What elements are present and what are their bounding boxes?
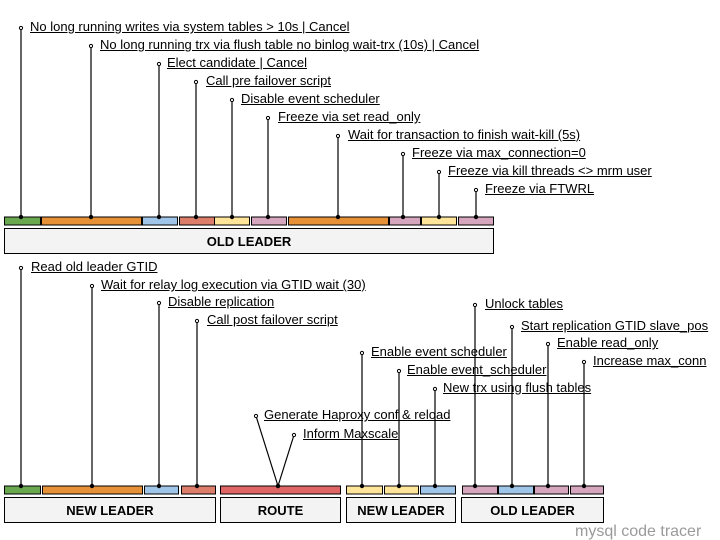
watermark-logo: mysql code tracer	[575, 523, 702, 540]
connector-start-dot	[473, 187, 479, 193]
step-label: No long running trx via flush table no b…	[100, 37, 480, 52]
connector-start-dot	[156, 300, 162, 306]
connector-start-dot	[156, 61, 162, 67]
timeline-segment	[462, 485, 498, 495]
connector-start-dot	[229, 97, 235, 103]
step-label: Wait for relay log execution via GTID wa…	[101, 277, 366, 292]
connector-end-dot	[18, 214, 24, 220]
step-label: Wait for transaction to finish wait-kill…	[348, 127, 581, 142]
connector-end-dot	[436, 214, 442, 220]
connector-end-dot	[509, 483, 515, 489]
connector-end-dot	[265, 214, 271, 220]
connector-start-dot	[432, 386, 438, 392]
connector-start-dot	[400, 151, 406, 157]
connector-end-dot	[432, 483, 438, 489]
connector-start-dot	[545, 341, 551, 347]
timeline-segment	[389, 216, 421, 226]
step-label: Inform Maxscale	[303, 426, 399, 441]
new-leader-box: NEW LEADER	[4, 497, 216, 523]
step-label: Call pre failover script	[206, 73, 331, 88]
connector-end-dot	[396, 483, 402, 489]
connector-start-dot	[436, 169, 442, 175]
step-label: Enable event scheduler	[371, 344, 507, 359]
step-label: Unlock tables	[485, 296, 564, 311]
step-label: New trx using flush tables	[443, 380, 592, 395]
connector-end-dot	[229, 214, 235, 220]
step-label: Start replication GTID slave_pos	[521, 318, 709, 333]
step-label: Generate Haproxy conf & reload	[264, 407, 451, 422]
connector-line	[277, 434, 295, 487]
step-label: Freeze via FTWRL	[485, 181, 595, 196]
timeline-segment	[534, 485, 569, 495]
timeline-segment	[384, 485, 419, 495]
connector-end-dot	[18, 483, 24, 489]
timeline-segment	[498, 485, 534, 495]
step-label: Read old leader GTID	[31, 259, 158, 274]
connector-start-dot	[291, 432, 297, 438]
connector-start-dot	[18, 265, 24, 271]
connector-end-dot	[335, 214, 341, 220]
route-box: ROUTE	[220, 497, 341, 523]
step-label: Disable event scheduler	[241, 91, 380, 106]
step-label: Freeze via set read_only	[278, 109, 421, 124]
connector-end-dot	[275, 483, 281, 489]
timeline-segment	[420, 485, 456, 495]
connector-start-dot	[18, 25, 24, 31]
connector-start-dot	[194, 318, 200, 324]
step-label: Freeze via kill threads <> mrm user	[448, 163, 652, 178]
timeline-segment	[346, 485, 383, 495]
timeline-segment	[570, 485, 604, 495]
connector-start-dot	[359, 350, 365, 356]
connector-start-dot	[335, 133, 341, 139]
connector-end-dot	[545, 483, 551, 489]
connector-end-dot	[581, 483, 587, 489]
old-leader-box: OLD LEADER	[4, 228, 494, 254]
connector-start-dot	[253, 413, 259, 419]
connector-start-dot	[265, 115, 271, 121]
connector-start-dot	[89, 283, 95, 289]
step-label: Elect candidate | Cancel	[167, 55, 307, 70]
step-label: Freeze via max_connection=0	[412, 145, 586, 160]
connector-end-dot	[193, 214, 199, 220]
connector-end-dot	[400, 214, 406, 220]
step-label: No long running writes via system tables…	[30, 19, 350, 34]
step-label: Increase max_conn	[593, 353, 707, 368]
connector-end-dot	[359, 483, 365, 489]
connector-start-dot	[88, 43, 94, 49]
connector-start-dot	[396, 368, 402, 374]
timeline-segment	[144, 485, 179, 495]
connector-start-dot	[581, 359, 587, 365]
step-label: Enable event_scheduler	[407, 362, 547, 377]
step-label: Disable replication	[168, 294, 275, 309]
step-label: Call post failover script	[207, 312, 338, 327]
step-label: Enable read_only	[557, 335, 659, 350]
timeline-segment	[220, 485, 341, 495]
connector-end-dot	[156, 483, 162, 489]
new-leader-2-box: NEW LEADER	[346, 497, 456, 523]
connector-end-dot	[194, 483, 200, 489]
connector-end-dot	[89, 483, 95, 489]
connector-end-dot	[473, 214, 479, 220]
connector-start-dot	[193, 79, 199, 85]
connector-end-dot	[156, 214, 162, 220]
connector-line	[255, 415, 279, 487]
old-leader-2-box: OLD LEADER	[461, 497, 604, 523]
connector-start-dot	[509, 324, 515, 330]
connector-start-dot	[472, 302, 478, 308]
connector-end-dot	[88, 214, 94, 220]
connector-end-dot	[472, 483, 478, 489]
